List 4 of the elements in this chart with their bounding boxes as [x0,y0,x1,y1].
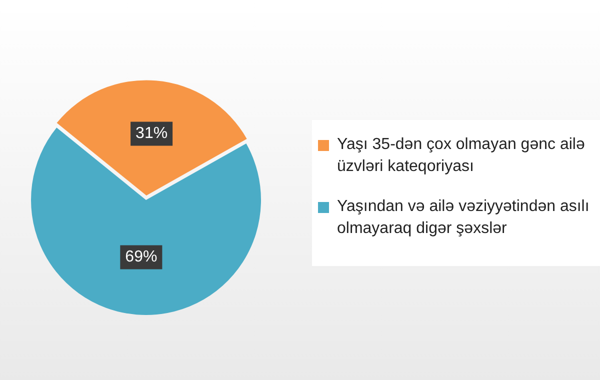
legend-label: Yaşı 35-dən çox olmayan gənc ailə üzvləri kateqoriyası [337,135,586,177]
data-label: 69% [125,248,158,266]
legend-label: Yaşından və ailə vəziyyətindən asılı olmayaraq digər şəxslər [337,197,590,239]
data-label: 31% [136,125,168,142]
